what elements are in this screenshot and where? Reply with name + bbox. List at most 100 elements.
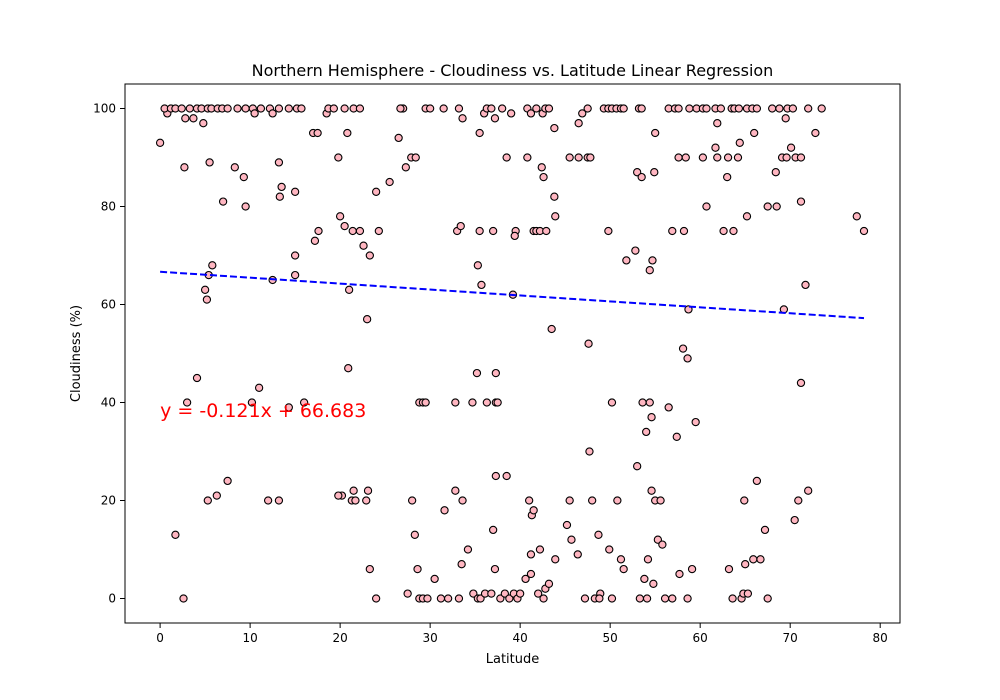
x-tick-label: 70	[783, 631, 798, 645]
y-axis-label: Cloudiness (%)	[69, 305, 84, 402]
data-point	[284, 104, 293, 113]
data-point	[594, 530, 603, 539]
data-point	[775, 104, 784, 113]
data-point	[475, 226, 484, 236]
data-point	[852, 212, 861, 221]
data-point	[349, 486, 358, 495]
data-point	[290, 270, 300, 280]
data-point	[274, 496, 284, 505]
data-point	[741, 560, 750, 569]
data-point	[526, 569, 536, 579]
data-point	[205, 158, 214, 167]
data-point	[482, 398, 491, 407]
data-point	[672, 432, 681, 441]
data-point	[567, 535, 576, 544]
data-point	[702, 202, 711, 211]
data-point	[633, 462, 642, 471]
y-tick-label: 40	[101, 396, 116, 410]
data-point	[263, 496, 273, 505]
data-point	[550, 192, 559, 201]
data-point	[241, 104, 250, 113]
data-point	[723, 153, 733, 162]
y-tick-label: 0	[108, 592, 116, 606]
data-point	[607, 398, 617, 407]
data-point	[516, 589, 525, 598]
data-point	[675, 569, 684, 579]
data-point	[637, 104, 646, 113]
data-point	[756, 555, 765, 564]
data-point	[584, 339, 593, 348]
scatter-points	[155, 104, 869, 603]
data-point	[208, 261, 217, 270]
data-point	[651, 128, 660, 138]
data-point	[735, 138, 744, 147]
data-point	[454, 104, 464, 113]
data-point	[468, 398, 477, 407]
data-point	[334, 153, 343, 162]
data-point	[526, 550, 536, 559]
data-point	[637, 172, 646, 182]
data-point	[664, 403, 673, 412]
data-point	[535, 545, 545, 554]
data-point	[719, 226, 728, 236]
data-point	[613, 496, 622, 505]
data-point	[440, 506, 449, 515]
y-tick-label: 60	[101, 298, 116, 312]
data-point	[647, 413, 656, 422]
data-point	[490, 114, 500, 123]
data-point	[565, 153, 574, 162]
data-point	[423, 594, 432, 603]
data-point	[772, 202, 781, 211]
x-tick-label: 30	[422, 631, 437, 645]
data-point	[811, 128, 820, 138]
x-axis-ticks: 0 10 20 30 40 50 60 70 80	[156, 623, 888, 645]
data-point	[230, 163, 239, 172]
data-point	[223, 476, 232, 486]
data-point	[473, 261, 482, 270]
data-point	[631, 246, 640, 255]
data-point	[443, 594, 453, 603]
x-tick-label: 80	[873, 631, 888, 645]
data-point	[529, 506, 538, 515]
data-point	[247, 398, 257, 407]
data-point	[796, 153, 806, 162]
x-axis-label: Latitude	[486, 652, 540, 667]
data-point	[586, 153, 595, 162]
data-point	[573, 550, 582, 559]
y-tick-label: 80	[101, 200, 116, 214]
data-point	[491, 368, 500, 378]
data-point	[796, 197, 806, 206]
data-point	[359, 241, 368, 250]
data-point	[348, 226, 357, 236]
data-point	[458, 496, 467, 505]
data-point	[740, 496, 749, 505]
data-point	[410, 530, 419, 539]
data-point	[768, 104, 777, 113]
data-point	[171, 530, 180, 539]
data-point	[681, 153, 690, 162]
data-point	[290, 251, 300, 260]
data-point	[199, 119, 208, 128]
data-point	[362, 496, 371, 505]
data-point	[310, 236, 320, 245]
data-point	[642, 594, 652, 603]
data-point	[490, 564, 500, 574]
data-point	[365, 251, 374, 260]
data-point	[374, 226, 383, 236]
data-point	[574, 153, 583, 162]
data-point	[439, 104, 448, 113]
data-point	[645, 266, 654, 275]
data-point	[329, 104, 338, 113]
data-point	[734, 104, 744, 113]
x-tick-label: 10	[242, 631, 257, 645]
data-point	[189, 114, 198, 123]
data-point	[539, 594, 548, 603]
regression-equation: y = -0.121x + 66.683	[160, 400, 366, 422]
y-tick-label: 20	[101, 494, 116, 508]
regression-layer	[160, 270, 865, 320]
data-point	[277, 182, 286, 192]
data-point	[771, 168, 780, 177]
data-point	[185, 104, 194, 113]
data-point	[241, 202, 250, 211]
